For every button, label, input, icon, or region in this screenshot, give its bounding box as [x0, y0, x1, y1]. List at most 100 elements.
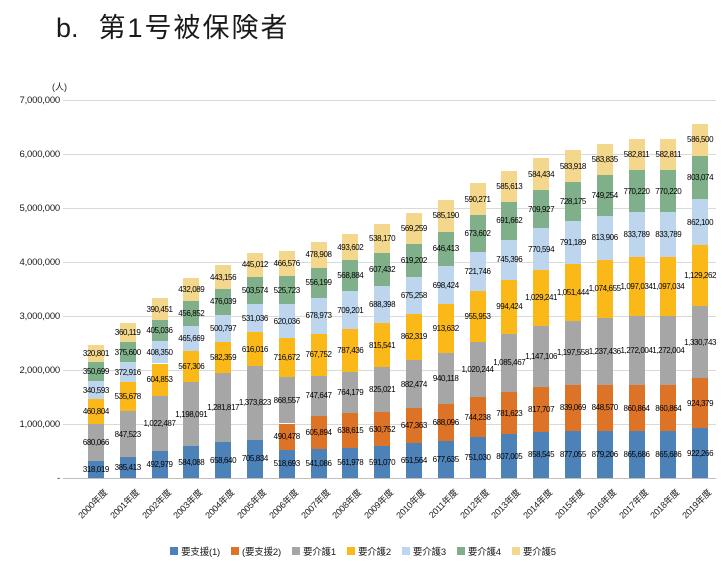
bar-segment	[119, 411, 136, 458]
legend-swatch	[346, 547, 355, 555]
bar-segment	[437, 199, 454, 232]
bar-segment	[278, 250, 295, 277]
bar-segment	[533, 190, 550, 229]
bar-segment	[374, 323, 391, 368]
bar-segment	[564, 181, 581, 222]
data-label: 375,600	[114, 347, 142, 357]
bar-segment	[151, 298, 168, 320]
bar-segment	[151, 319, 168, 342]
legend-label: (要支援2)	[242, 547, 281, 558]
legend-swatch	[170, 547, 179, 555]
bar-segment	[374, 286, 391, 324]
data-label: 680,066	[82, 437, 110, 447]
bar-segment	[151, 396, 168, 452]
bar-segment	[215, 341, 232, 374]
data-label: 432,089	[178, 285, 205, 295]
legend-label: 要介護2	[357, 547, 391, 558]
legend-swatch	[401, 547, 410, 555]
bar-segment	[469, 290, 486, 343]
chart-title-text: 第1号被保険者	[98, 13, 290, 43]
y-axis-tick-label: 2,000,000	[19, 365, 61, 376]
gridline	[63, 100, 716, 101]
data-label: 882,474	[400, 379, 428, 389]
legend-swatch	[231, 547, 240, 555]
bar-segment	[501, 202, 518, 240]
bar-segment	[374, 224, 391, 254]
data-label: 372,916	[114, 367, 142, 377]
data-label: 320,801	[82, 348, 110, 358]
bar-segment	[564, 221, 581, 264]
data-label: 862,100	[687, 217, 714, 227]
data-label: 764,179	[337, 388, 364, 398]
bar-segment	[215, 373, 232, 443]
y-axis-tick-label: 7,000,000	[19, 95, 61, 106]
bar-segment	[564, 385, 581, 431]
bar-segment	[596, 384, 613, 431]
data-label: 1,129,262	[684, 271, 717, 281]
bar-segment	[692, 428, 709, 478]
data-label: 556,199	[305, 278, 332, 288]
data-label: 675,258	[400, 290, 428, 300]
bar-segment	[310, 241, 327, 268]
data-label: 1,237,436	[588, 346, 621, 356]
bar-segment	[87, 460, 104, 478]
data-label: 318,019	[82, 464, 110, 474]
legend-item: 要介護1	[291, 544, 336, 558]
data-label: 728,175	[559, 196, 587, 206]
x-axis-tick-label: 2008年度	[330, 487, 364, 521]
y-axis-tick-label: 6,000,000	[19, 149, 61, 160]
y-axis-tick-label: 3,000,000	[19, 311, 61, 322]
data-label: 531,036	[241, 313, 269, 323]
bar-segment	[278, 376, 295, 424]
data-label: 465,669	[178, 334, 205, 344]
bar-segment	[310, 297, 327, 335]
data-label: 604,853	[146, 375, 173, 385]
data-label: 862,319	[400, 332, 428, 342]
data-label: 744,238	[464, 412, 491, 422]
data-label: 705,834	[241, 454, 269, 464]
data-label: 646,413	[432, 244, 460, 254]
legend-item: 要介護3	[401, 544, 446, 558]
data-label: 651,564	[400, 455, 428, 465]
data-label: 865,686	[655, 450, 682, 460]
x-axis-tick-label: 2016年度	[585, 487, 619, 521]
bar-segment	[628, 256, 645, 317]
data-label: 803,074	[687, 172, 714, 182]
data-label: 490,478	[273, 432, 301, 442]
bar-segment	[183, 325, 200, 352]
bar-segment	[310, 448, 327, 478]
data-label: 584,088	[178, 457, 205, 467]
bar-segment	[246, 276, 263, 304]
data-label: 476,039	[210, 297, 237, 307]
bar-segment	[628, 170, 645, 212]
bar-segment	[342, 371, 359, 414]
data-label: 568,884	[337, 271, 364, 281]
bar-segment	[405, 407, 422, 443]
bar-segment	[596, 430, 613, 478]
bar-segment	[533, 431, 550, 478]
chart-title-prefix: b.	[56, 13, 79, 43]
data-label: 535,678	[114, 392, 142, 402]
data-label: 709,201	[337, 305, 364, 315]
bar-segment	[501, 392, 518, 435]
data-label: 1,097,034	[620, 281, 653, 291]
y-axis-tick-label: 1,000,000	[19, 419, 61, 430]
data-label: 586,500	[687, 135, 714, 145]
bar-segment	[87, 344, 104, 362]
data-label: 721,746	[464, 266, 491, 276]
data-label: 848,570	[591, 403, 619, 413]
bar-segment	[310, 375, 327, 417]
data-label: 1,197,558	[556, 348, 589, 358]
data-label: 877,055	[559, 449, 587, 459]
bar-segment	[692, 378, 709, 429]
bar-segment	[342, 291, 359, 330]
data-label: 865,686	[623, 450, 650, 460]
data-label: 630,752	[369, 424, 396, 434]
data-label: 658,640	[210, 455, 237, 465]
bar-segment	[405, 313, 422, 361]
bar-segment	[87, 399, 104, 425]
data-label: 817,707	[528, 405, 555, 415]
bar-segment	[246, 439, 263, 478]
data-label: 492,979	[146, 460, 173, 470]
bar-segment	[374, 253, 391, 287]
